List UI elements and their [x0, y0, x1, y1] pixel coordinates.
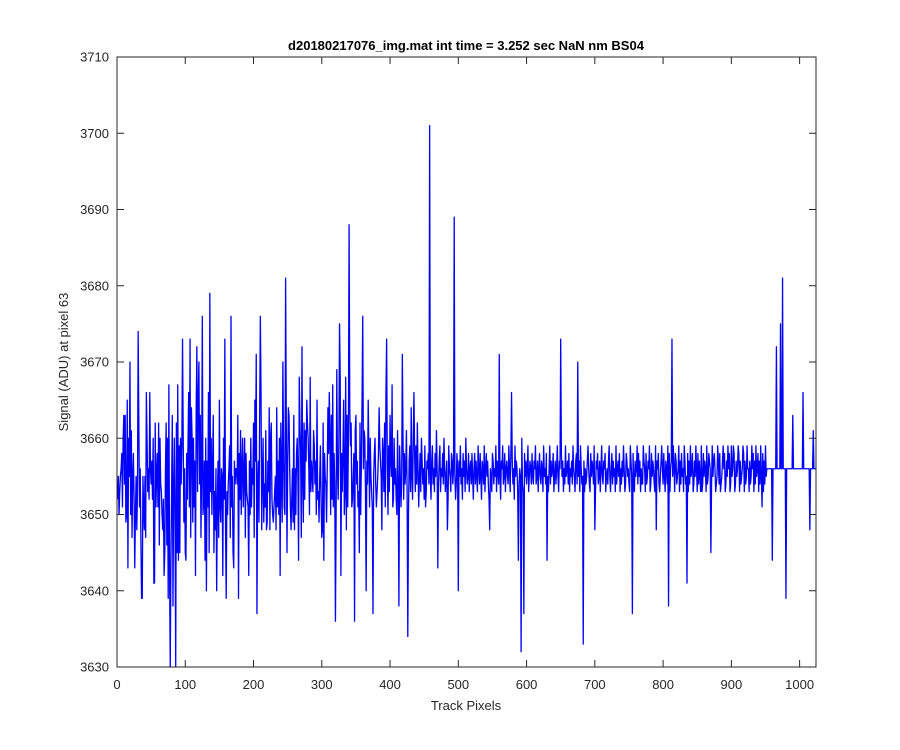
x-tick-label: 600: [516, 677, 538, 692]
y-tick-label: 3680: [80, 278, 109, 293]
x-tick-label: 100: [174, 677, 196, 692]
y-tick-label: 3670: [80, 355, 109, 370]
y-tick-label: 3700: [80, 126, 109, 141]
series-line: [117, 124, 816, 668]
axes: 0 100 200 300 400 500 600 700 800 900 1000 3630 3640…: [80, 50, 817, 692]
y-tick-label: 3690: [80, 202, 109, 217]
x-tick-label: 800: [652, 677, 674, 692]
y-axis-label: Signal (ADU) at pixel 63: [56, 293, 71, 432]
x-tick-label: 900: [721, 677, 743, 692]
x-tick-label: 200: [243, 677, 265, 692]
y-tick-label: 3630: [80, 660, 109, 675]
plot-area: [117, 57, 816, 667]
y-tick-label: 3710: [80, 50, 109, 65]
y-tick-label: 3640: [80, 583, 109, 598]
x-axis-label: Track Pixels: [431, 698, 502, 713]
x-tick-label: 400: [379, 677, 401, 692]
x-tick-label: 700: [584, 677, 606, 692]
y-tick-label: 3650: [80, 507, 109, 522]
x-tick-label: 300: [311, 677, 333, 692]
x-tick-label: 500: [447, 677, 469, 692]
x-tick-label: 0: [113, 677, 120, 692]
chart-title: d20180217076_img.mat int time = 3.252 se…: [288, 38, 645, 53]
y-tick-label: 3660: [80, 431, 109, 446]
x-tick-label: 1000: [785, 677, 814, 692]
signal-trace: [117, 124, 816, 668]
